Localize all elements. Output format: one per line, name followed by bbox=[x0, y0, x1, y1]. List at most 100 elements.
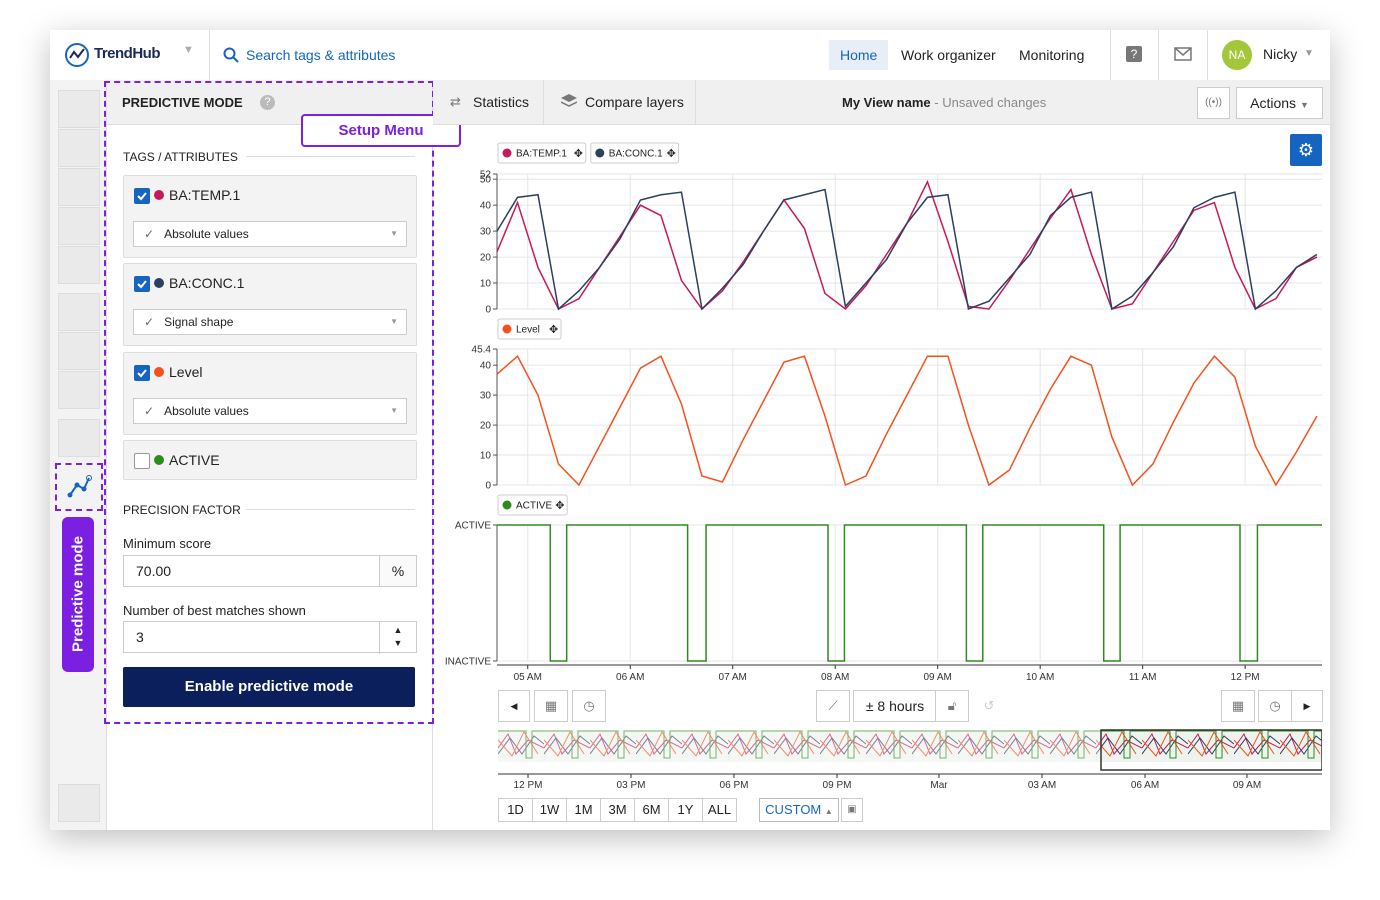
predictive-mode-tab[interactable]: Predictive mode bbox=[62, 517, 94, 672]
mail-button[interactable] bbox=[1174, 47, 1192, 61]
range-button[interactable]: 1M bbox=[566, 798, 601, 822]
next-button[interactable]: ▶ bbox=[1291, 690, 1323, 722]
x-tick-label: 08 AM bbox=[821, 672, 849, 683]
y-tick-label: 45.4 bbox=[472, 345, 492, 356]
legend-move: ✥ bbox=[549, 324, 558, 336]
range-button[interactable]: 1D bbox=[498, 798, 533, 822]
x-tick-label: 06 AM bbox=[616, 672, 644, 683]
nav-work-organizer[interactable]: Work organizer bbox=[890, 40, 1007, 70]
reset-button[interactable]: ↺ bbox=[972, 690, 1006, 722]
overview-mask bbox=[498, 730, 1101, 762]
divider bbox=[209, 30, 210, 80]
actions-label: Actions bbox=[1250, 95, 1296, 111]
search-icon bbox=[223, 47, 239, 63]
legend-label: BA:TEMP.1 bbox=[516, 149, 567, 160]
y-tick-label: 0 bbox=[485, 481, 491, 492]
rail-fingerprint[interactable] bbox=[58, 371, 100, 409]
y-tick-label: ACTIVE bbox=[455, 521, 491, 532]
range-button[interactable]: 6M bbox=[634, 798, 669, 822]
rail-asset[interactable] bbox=[58, 129, 100, 167]
window-button[interactable]: ± 8 hours bbox=[853, 690, 937, 722]
calendar-button[interactable]: ▦ bbox=[534, 690, 568, 722]
lock-button[interactable]: 🔓︎ bbox=[935, 690, 969, 722]
y-tick-label: 52 bbox=[480, 170, 492, 181]
x-tick-label: 09 AM bbox=[924, 672, 952, 683]
overview-tick-label: 06 PM bbox=[720, 780, 749, 791]
setup-highlight bbox=[104, 81, 434, 724]
range-buttons: 1D1W1M3M6M1YALL bbox=[498, 798, 736, 822]
view-title: My View name - Unsaved changes bbox=[842, 95, 1046, 110]
x-tick-label: 11 AM bbox=[1129, 672, 1157, 683]
overview-navigator[interactable]: 12 PM03 PM06 PM09 PMMar03 AM06 AM09 AM bbox=[498, 728, 1322, 792]
legend-label: Level bbox=[516, 325, 540, 336]
range-button[interactable]: ALL bbox=[702, 798, 737, 822]
step-line bbox=[497, 525, 1322, 661]
range-button[interactable]: 1Y bbox=[668, 798, 703, 822]
y-tick-label: 0 bbox=[485, 305, 491, 316]
predictive-icon bbox=[57, 465, 101, 509]
view-status: - Unsaved changes bbox=[934, 95, 1046, 110]
live-button[interactable]: ((•)) bbox=[1197, 87, 1230, 119]
user-name[interactable]: Nicky bbox=[1263, 46, 1297, 62]
x-tick-label: 10 AM bbox=[1026, 672, 1054, 683]
rail-insights[interactable] bbox=[58, 419, 100, 457]
rail-layers[interactable] bbox=[58, 168, 100, 206]
legend-move: ✥ bbox=[555, 500, 564, 512]
overview-tick-label: 03 AM bbox=[1028, 780, 1056, 791]
legend-swatch bbox=[595, 149, 604, 158]
range-button[interactable]: 3M bbox=[600, 798, 635, 822]
statistics-button[interactable]: Statistics bbox=[473, 94, 529, 110]
y-tick-label: 20 bbox=[480, 421, 492, 432]
y-tick-label: 30 bbox=[480, 227, 492, 238]
overview-tick-label: 03 PM bbox=[617, 780, 646, 791]
statistics-icon: ⇄ bbox=[450, 94, 461, 110]
nav-home[interactable]: Home bbox=[829, 40, 888, 70]
legend-swatch bbox=[503, 149, 512, 158]
divider bbox=[695, 80, 696, 124]
actions-button[interactable]: Actions ▼ bbox=[1236, 87, 1323, 119]
divider bbox=[1158, 30, 1159, 80]
overview-ticks: 12 PM03 PM06 PM09 PMMar03 AM06 AM09 AM bbox=[514, 774, 1262, 791]
predictive-mode-tab-label: Predictive mode bbox=[70, 536, 87, 652]
nav-monitoring[interactable]: Monitoring bbox=[1008, 40, 1095, 70]
line bbox=[497, 182, 1317, 309]
compare-layers-button[interactable]: Compare layers bbox=[585, 94, 684, 110]
legend-move: ✥ bbox=[574, 148, 583, 160]
chart-group: 0102030405052BA:TEMP.1✥BA:CONC.1✥0102030… bbox=[445, 143, 1322, 683]
overview-tick-label: Mar bbox=[930, 780, 948, 791]
rail-comments[interactable] bbox=[58, 207, 100, 245]
overview-tick-label: 12 PM bbox=[514, 780, 543, 791]
x-tick-label: 05 AM bbox=[514, 672, 542, 683]
rail-predictive[interactable] bbox=[55, 463, 103, 511]
clock-button[interactable]: ◷ bbox=[572, 690, 606, 722]
legend-swatch bbox=[503, 325, 512, 334]
custom-range-calendar[interactable]: ▣ bbox=[841, 798, 863, 822]
custom-range-button[interactable]: CUSTOM ▲ bbox=[759, 798, 839, 822]
overview-tick-label: 09 AM bbox=[1233, 780, 1261, 791]
rail-filter[interactable] bbox=[58, 332, 100, 370]
search-box[interactable]: Search tags & attributes bbox=[246, 47, 395, 63]
calendar-button[interactable]: ▦ bbox=[1221, 690, 1255, 722]
rail-settings[interactable] bbox=[58, 784, 100, 822]
logo-text: TrendHub bbox=[94, 45, 160, 62]
rail-dashboard[interactable] bbox=[58, 246, 100, 284]
chart-type-button[interactable]: ⟋ bbox=[816, 690, 850, 722]
layers-icon bbox=[561, 94, 577, 108]
clock-button[interactable]: ◷ bbox=[1258, 690, 1292, 722]
range-button[interactable]: 1W bbox=[532, 798, 567, 822]
avatar[interactable]: NA bbox=[1222, 40, 1252, 70]
rail-tags[interactable] bbox=[58, 90, 100, 128]
divider bbox=[543, 80, 544, 124]
legend-move: ✥ bbox=[667, 148, 676, 160]
rail-search[interactable] bbox=[58, 293, 100, 331]
y-tick-label: INACTIVE bbox=[445, 657, 491, 668]
help-button[interactable]: ? bbox=[1126, 46, 1142, 62]
y-tick-label: 40 bbox=[480, 201, 492, 212]
legend-label: ACTIVE bbox=[516, 501, 552, 512]
overview-tick-label: 09 PM bbox=[823, 780, 852, 791]
prev-button[interactable]: ◀ bbox=[498, 690, 530, 722]
user-caret[interactable]: ▼ bbox=[1304, 48, 1314, 59]
logo-caret[interactable]: ▼ bbox=[183, 44, 194, 56]
